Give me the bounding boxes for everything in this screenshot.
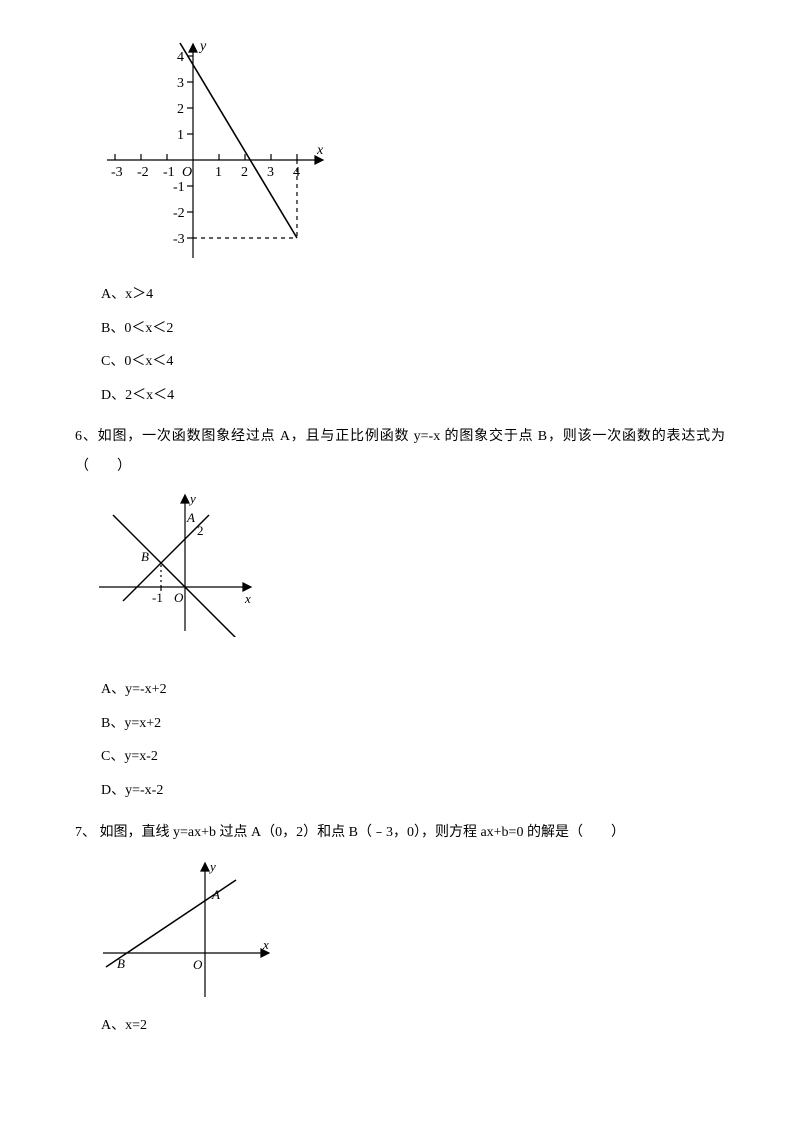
- q5-graph: -3 -2 -1 O 1 2 3 4 1 2 3 4 -1 -2 -3 x y: [93, 32, 725, 272]
- q6-choice-b[interactable]: B、y=x+2: [101, 711, 725, 737]
- q5-choice-d[interactable]: D、2＜x＜4: [101, 383, 725, 409]
- tick-x-m1: -1: [163, 165, 175, 180]
- tick-x-m2: -2: [137, 165, 149, 180]
- tick-x-m3: -3: [111, 165, 123, 180]
- q7-text: 7、 如图，直线 y=ax+b 过点 A（0，2）和点 B（﹣3，0），则方程 …: [75, 818, 725, 847]
- q6-svg: y x O -1 A 2 B: [93, 487, 263, 637]
- q6-choice-d[interactable]: D、y=-x-2: [101, 778, 725, 804]
- q5-choice-a[interactable]: A、x＞4: [101, 282, 725, 308]
- tick-y-1: 1: [177, 128, 184, 143]
- q7-B: B: [117, 956, 125, 971]
- q7-graph: y x O A B: [93, 853, 725, 1003]
- q6-B: B: [141, 549, 149, 564]
- q7-origin: O: [193, 957, 203, 972]
- q6-choice-c[interactable]: C、y=x-2: [101, 744, 725, 770]
- q6-choice-a[interactable]: A、y=-x+2: [101, 677, 725, 703]
- q6-graph: y x O -1 A 2 B: [93, 487, 725, 637]
- q6-origin: O: [174, 590, 184, 605]
- q7-y-label: y: [208, 859, 216, 874]
- tick-y-2: 2: [177, 102, 184, 117]
- q6-x-label: x: [244, 591, 251, 606]
- tick-y-m2: -2: [173, 206, 185, 221]
- tick-x-2: 2: [241, 165, 248, 180]
- q6-A-y: 2: [197, 523, 204, 538]
- q5-choice-c[interactable]: C、0＜x＜4: [101, 349, 725, 375]
- q7-A: A: [211, 887, 220, 902]
- tick-y-4: 4: [177, 50, 184, 65]
- q5-choice-b[interactable]: B、0＜x＜2: [101, 316, 725, 342]
- q6-y-label: y: [188, 491, 196, 506]
- q7-x-label: x: [262, 937, 269, 952]
- q6-text: 6、如图，一次函数图象经过点 A，且与正比例函数 y=-x 的图象交于点 B，则…: [75, 422, 725, 481]
- q7-svg: y x O A B: [93, 853, 283, 1003]
- x-axis-label: x: [316, 143, 324, 158]
- q5-svg: -3 -2 -1 O 1 2 3 4 1 2 3 4 -1 -2 -3 x y: [93, 32, 355, 272]
- tick-y-3: 3: [177, 76, 184, 91]
- q7-choice-a[interactable]: A、x=2: [101, 1013, 725, 1039]
- origin-label: O: [182, 165, 192, 180]
- q6-A: A: [186, 510, 195, 525]
- y-axis-label: y: [198, 39, 207, 54]
- tick-x-4: 4: [293, 165, 300, 180]
- tick-y-m1: -1: [173, 180, 185, 195]
- q6-xtick: -1: [152, 590, 163, 605]
- tick-y-m3: -3: [173, 232, 185, 247]
- tick-x-1: 1: [215, 165, 222, 180]
- tick-x-3: 3: [267, 165, 274, 180]
